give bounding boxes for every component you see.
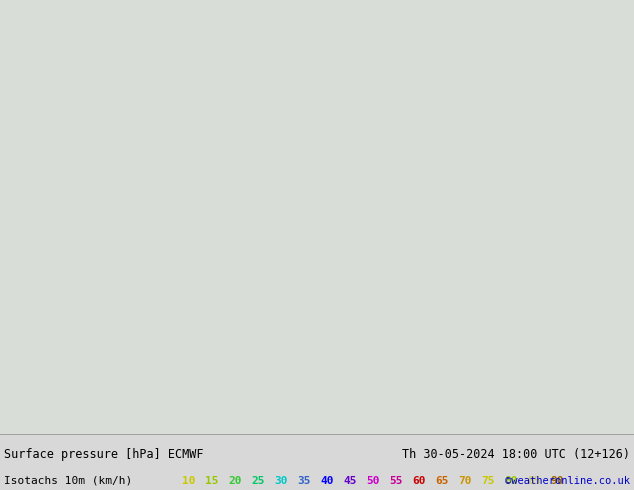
Text: Surface pressure [hPa] ECMWF: Surface pressure [hPa] ECMWF bbox=[4, 448, 204, 461]
Text: 35: 35 bbox=[297, 476, 311, 486]
Text: 20: 20 bbox=[228, 476, 242, 486]
Text: Th 30-05-2024 18:00 UTC (12+126): Th 30-05-2024 18:00 UTC (12+126) bbox=[402, 448, 630, 461]
Text: 90: 90 bbox=[550, 476, 564, 486]
Text: 55: 55 bbox=[389, 476, 403, 486]
Text: 75: 75 bbox=[481, 476, 495, 486]
Text: 70: 70 bbox=[458, 476, 472, 486]
Text: 30: 30 bbox=[274, 476, 287, 486]
Text: 80: 80 bbox=[504, 476, 517, 486]
Text: 65: 65 bbox=[435, 476, 448, 486]
Text: 50: 50 bbox=[366, 476, 380, 486]
Text: 85: 85 bbox=[527, 476, 541, 486]
Text: 40: 40 bbox=[320, 476, 333, 486]
Text: 60: 60 bbox=[412, 476, 425, 486]
Text: 25: 25 bbox=[251, 476, 264, 486]
Text: 15: 15 bbox=[205, 476, 219, 486]
Text: ©weatheronline.co.uk: ©weatheronline.co.uk bbox=[505, 476, 630, 486]
Text: 45: 45 bbox=[343, 476, 356, 486]
Text: 10: 10 bbox=[182, 476, 195, 486]
Text: Isotachs 10m (km/h): Isotachs 10m (km/h) bbox=[4, 476, 133, 486]
